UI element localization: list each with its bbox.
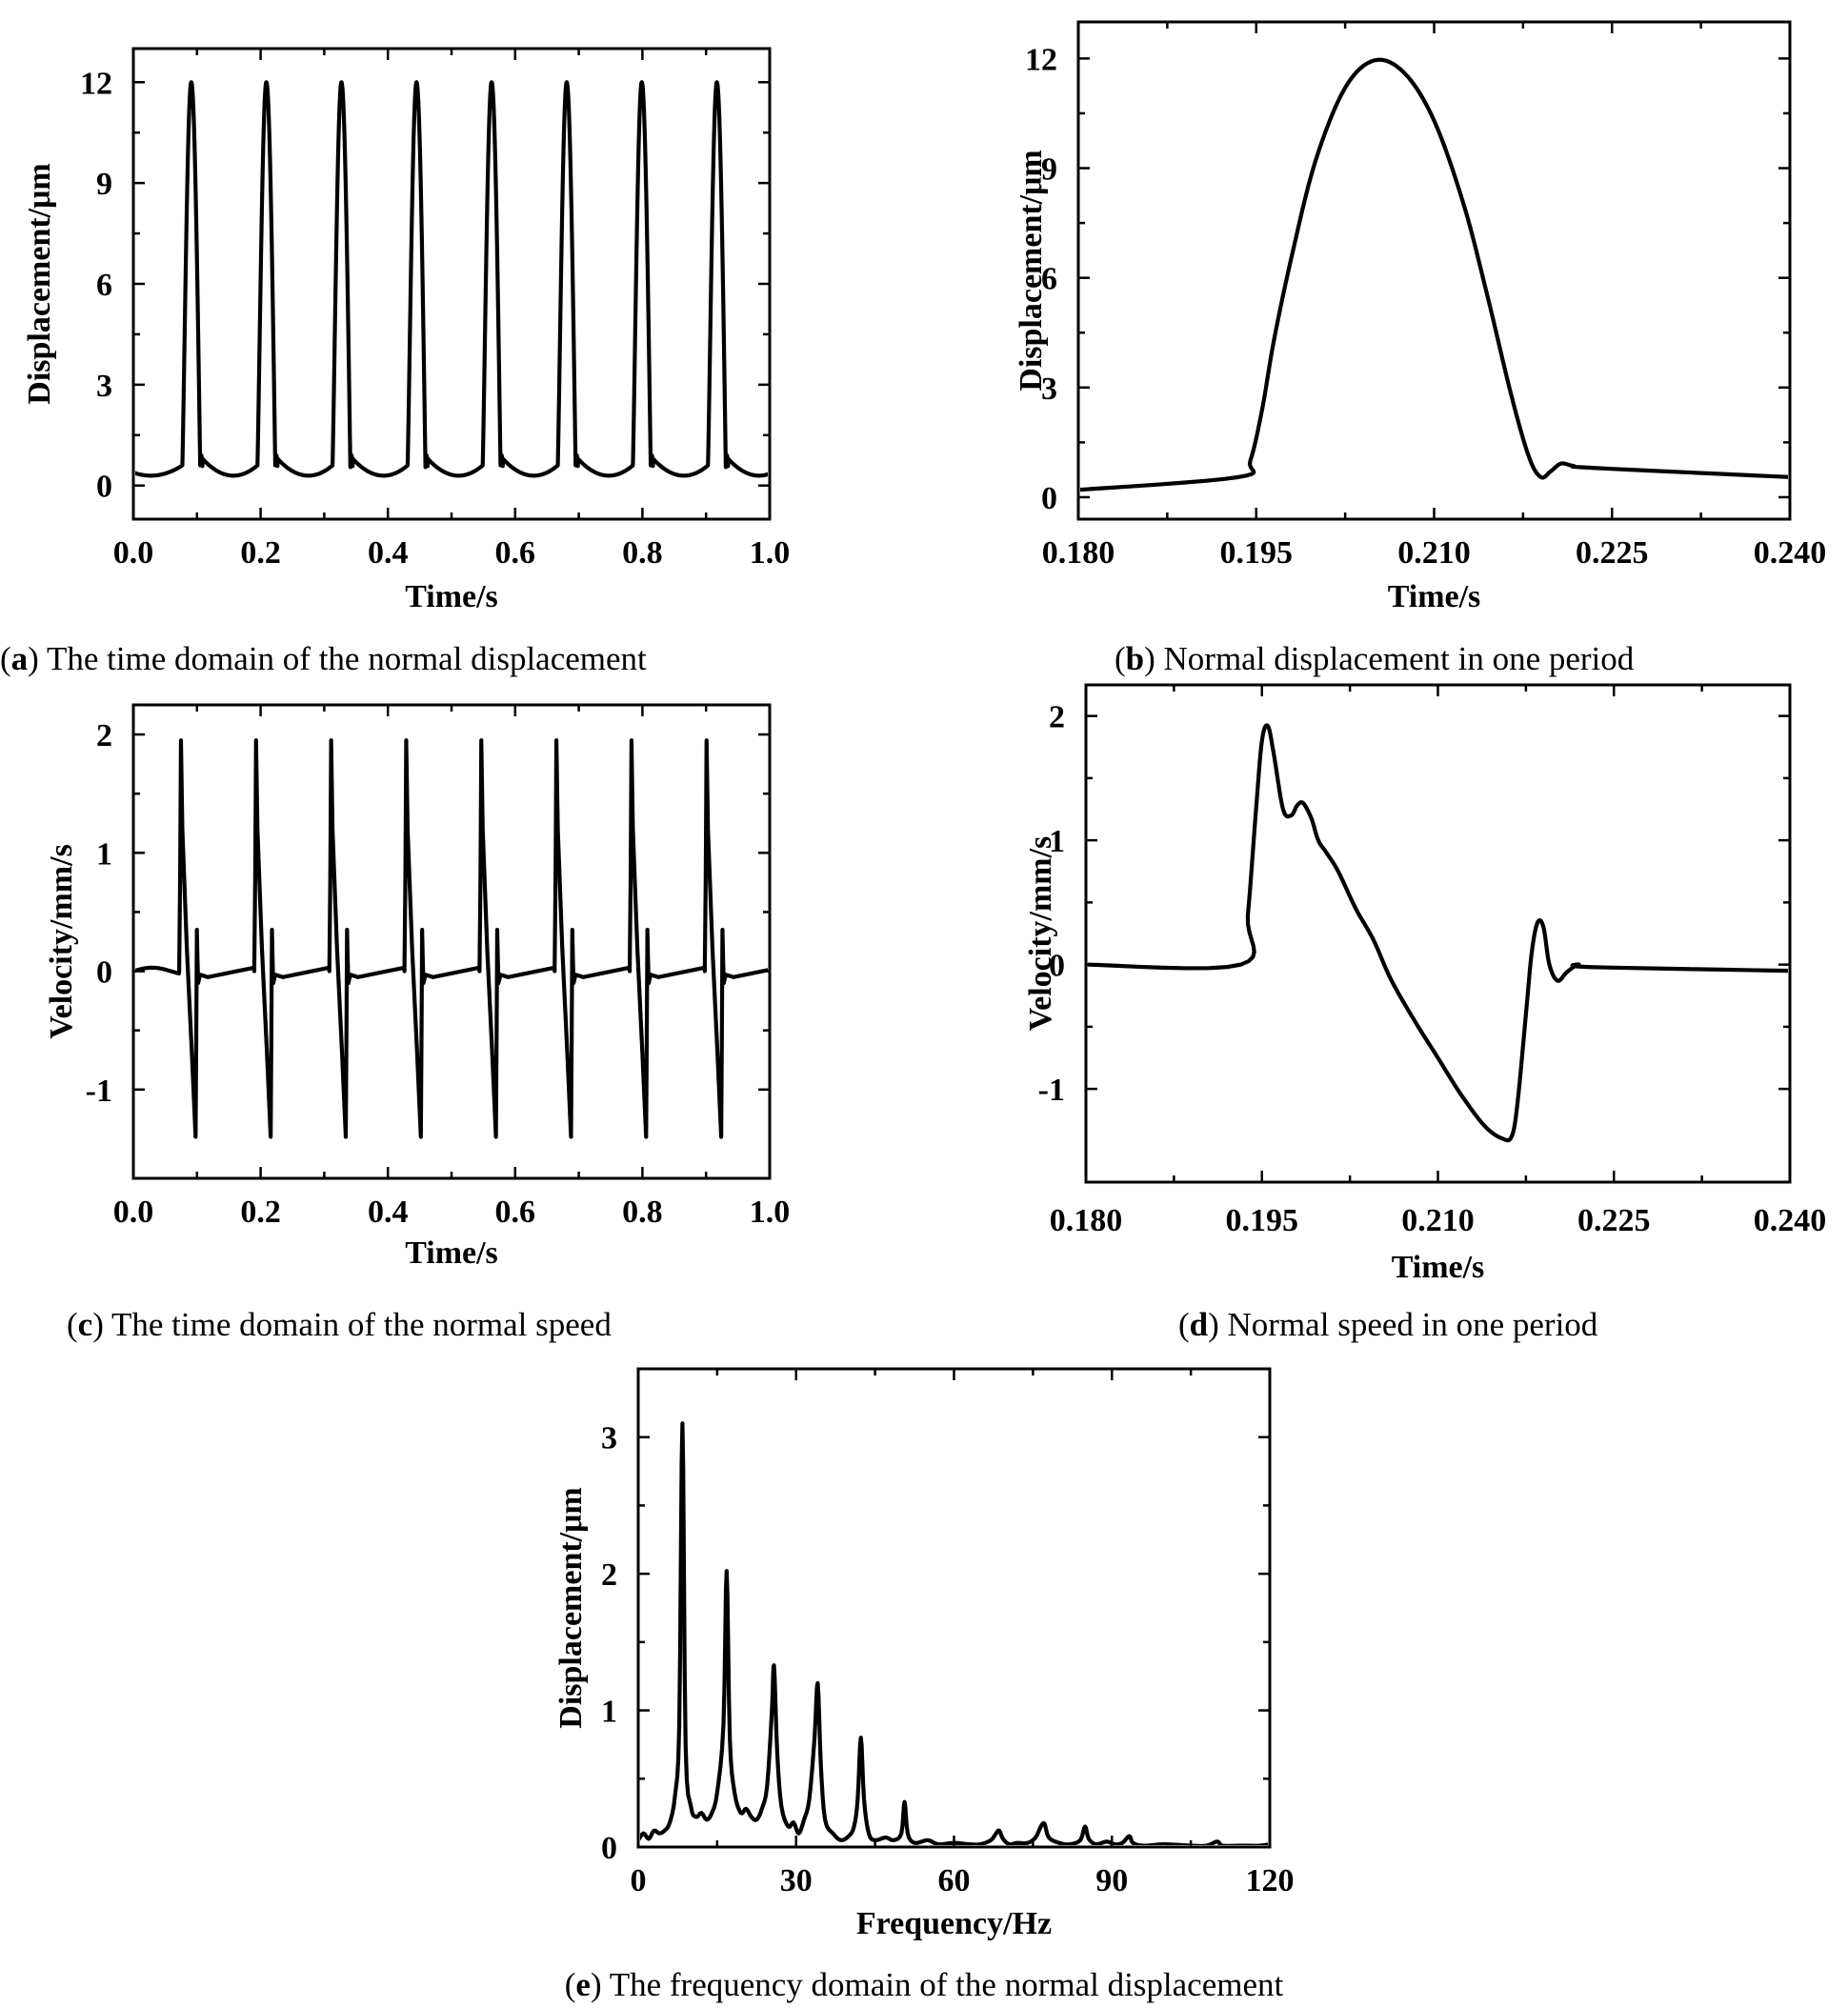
caption-text: The time domain of the normal speed: [111, 1306, 612, 1343]
y-tick-label: 6: [1041, 262, 1057, 297]
x-tick-label: 1.0: [750, 1195, 791, 1230]
panel-caption: (e) The frequency domain of the normal d…: [565, 1966, 1284, 2003]
x-tick-label: 0.0: [113, 535, 154, 571]
caption-paren-close: ): [92, 1306, 111, 1343]
panel-caption: (b) Normal displacement in one period: [1115, 640, 1635, 677]
y-tick-label: 12: [80, 66, 112, 101]
y-tick-label: -1: [86, 1074, 112, 1109]
caption-text: The time domain of the normal displaceme…: [47, 640, 647, 677]
plot-frame: [131, 47, 772, 521]
y-tick-label: 1: [96, 836, 112, 872]
y-tick-label: 2: [1049, 700, 1065, 735]
y-tick-label: 9: [1041, 152, 1057, 188]
y-tick-label: 0: [601, 1831, 617, 1866]
x-tick-label: 0.8: [622, 1195, 663, 1230]
y-tick-label: 0: [1049, 949, 1065, 984]
y-tick-label: -1: [1038, 1073, 1065, 1108]
x-tick-label: 0.225: [1576, 535, 1649, 571]
y-tick-label: 3: [96, 369, 112, 404]
chart-panel-d: 0.180 0.195 0.210 0.225 0.240 -1 0 1 2 Time/s Velo…: [1023, 683, 1827, 1343]
x-tick-label: 0.195: [1226, 1203, 1299, 1238]
caption-paren-close: ): [1144, 640, 1163, 677]
x-tick-label: 0.2: [240, 535, 281, 571]
caption-paren-open: (: [67, 1306, 78, 1343]
caption-paren-close: ): [28, 640, 47, 677]
y-tick-label: 0: [1041, 481, 1057, 516]
x-axis-title: Frequency/Hz: [856, 1906, 1052, 1941]
x-tick-label: 0.210: [1397, 535, 1471, 571]
x-tick-label: 0.0: [113, 1195, 154, 1230]
x-tick-label: 60: [938, 1863, 971, 1898]
x-axis-title: Time/s: [405, 1235, 498, 1271]
x-tick-label: 90: [1095, 1863, 1128, 1898]
y-tick-label: 1: [1049, 824, 1065, 859]
y-tick-label: 3: [601, 1421, 617, 1456]
chart-panel-a: 0.0 0.2 0.4 0.6 0.8 1.0 0 3 6 9 12 Time/s Displaceme…: [0, 47, 791, 677]
y-tick-label: 3: [1041, 371, 1057, 407]
data-series-line: [640, 1421, 1268, 1845]
plot-frame: [1076, 20, 1792, 521]
y-axis-title: Displacement/μm: [1014, 150, 1049, 391]
caption-paren-open: (: [1115, 640, 1126, 677]
data-series-line: [1080, 57, 1788, 492]
caption-paren-open: (: [565, 1966, 576, 2003]
x-axis-title: Time/s: [1392, 1250, 1485, 1285]
x-tick-label: 0: [631, 1863, 647, 1898]
x-tick-label: 0.240: [1754, 1203, 1827, 1238]
x-tick-label: 0.180: [1042, 535, 1115, 571]
x-tick-label: 0.4: [368, 535, 409, 571]
y-tick-label: 2: [96, 718, 112, 753]
chart-panel-c: 0.0 0.2 0.4 0.6 0.8 1.0 -1 0 1 2 Time/s Velocity/mm…: [44, 703, 791, 1343]
y-tick-label: 1: [601, 1695, 617, 1730]
x-tick-label: 0.195: [1220, 535, 1294, 571]
x-tick-label: 120: [1246, 1863, 1295, 1898]
x-tick-label: 0.6: [495, 1195, 536, 1230]
y-tick-label: 9: [96, 167, 112, 202]
y-tick-label: 12: [1025, 42, 1057, 77]
caption-paren-open: (: [1178, 1306, 1190, 1343]
caption-text: Normal speed in one period: [1228, 1306, 1598, 1343]
plot-frame: [131, 703, 772, 1180]
x-axis-title: Time/s: [405, 579, 498, 614]
y-axis-title: Displacement/μm: [553, 1487, 589, 1728]
y-axis-title: Displacement/μm: [22, 163, 57, 404]
chart-panel-b: 0.180 0.195 0.210 0.225 0.240 0 3 6 9 12 Time/s Dis…: [1014, 20, 1827, 677]
x-tick-label: 0.210: [1401, 1203, 1475, 1238]
y-tick-label: 6: [96, 268, 112, 303]
caption-letter: a: [11, 640, 29, 677]
y-tick-label: 0: [96, 955, 112, 991]
data-series-line: [1088, 723, 1788, 1143]
caption-letter: e: [575, 1966, 591, 2003]
x-tick-label: 0.180: [1050, 1203, 1123, 1238]
panel-caption: (d) Normal speed in one period: [1178, 1306, 1598, 1343]
caption-paren-open: (: [0, 640, 11, 677]
x-tick-label: 0.225: [1577, 1203, 1651, 1238]
caption-letter: c: [78, 1306, 93, 1343]
y-axis-title: Velocity/mm/s: [44, 844, 79, 1039]
x-tick-label: 0.8: [622, 535, 663, 571]
x-tick-label: 0.4: [368, 1195, 409, 1230]
x-tick-label: 30: [780, 1863, 813, 1898]
y-axis-title: Velocity/mm/s: [1023, 836, 1058, 1032]
panel-caption: (c) The time domain of the normal speed: [67, 1306, 612, 1343]
y-tick-label: 2: [601, 1557, 617, 1593]
caption-letter: d: [1190, 1306, 1209, 1343]
caption-paren-close: ): [591, 1966, 610, 2003]
caption-letter: b: [1126, 640, 1144, 677]
y-tick-label: 0: [96, 470, 112, 505]
panel-caption: (a) The time domain of the normal displa…: [0, 640, 647, 677]
x-tick-label: 0.240: [1754, 535, 1827, 571]
x-tick-label: 0.2: [240, 1195, 281, 1230]
x-axis-title: Time/s: [1388, 579, 1481, 614]
x-tick-label: 1.0: [750, 535, 791, 571]
caption-text: The frequency domain of the normal displ…: [610, 1966, 1284, 2003]
caption-paren-close: ): [1208, 1306, 1227, 1343]
data-series-line: [135, 738, 768, 1139]
data-series-line: [135, 80, 768, 478]
chart-panel-e: 0 30 60 90 120 0 1 2 3 Frequency/Hz Displacement/μ…: [553, 1367, 1295, 2003]
x-tick-label: 0.6: [495, 535, 536, 571]
plot-frame: [1084, 683, 1792, 1184]
caption-text: Normal displacement in one period: [1164, 640, 1635, 677]
